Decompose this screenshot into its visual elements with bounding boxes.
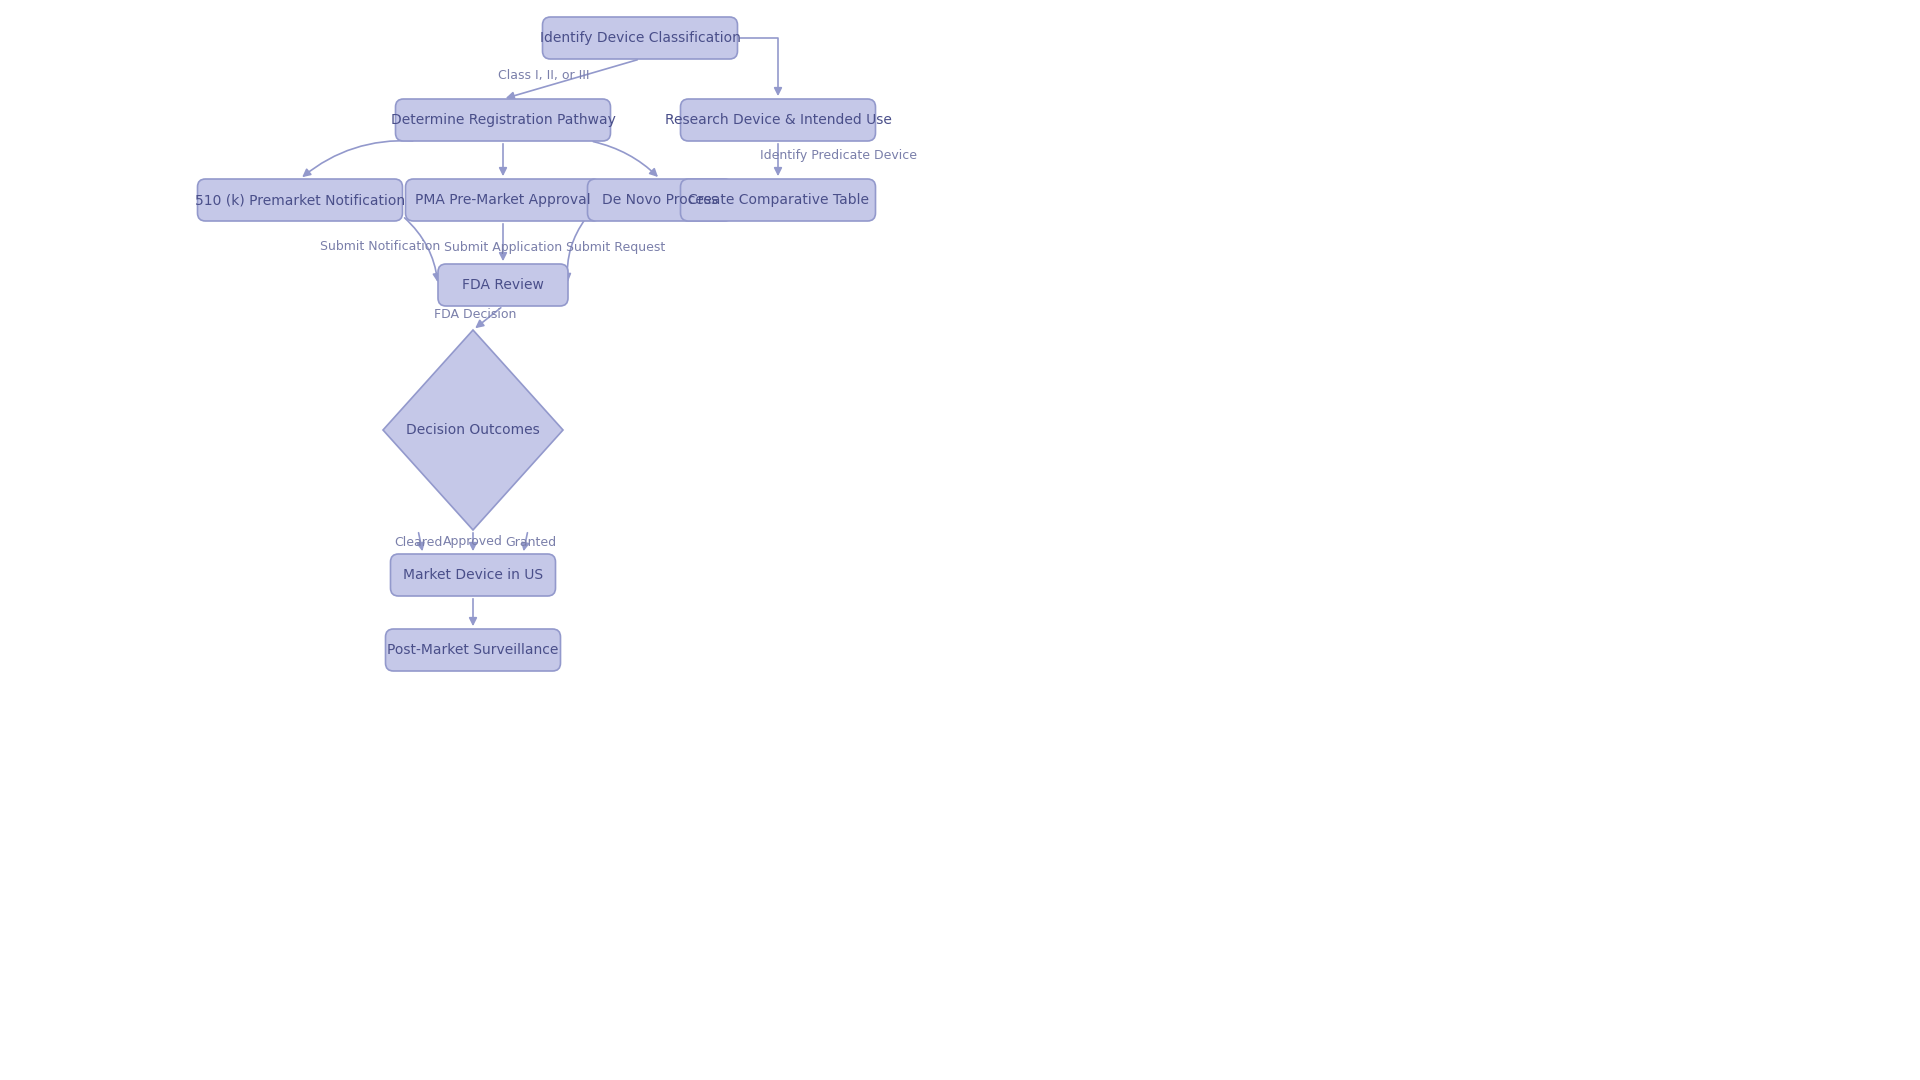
Text: Submit Request: Submit Request	[566, 241, 666, 254]
Text: Market Device in US: Market Device in US	[403, 568, 543, 582]
FancyBboxPatch shape	[198, 179, 403, 221]
FancyBboxPatch shape	[390, 554, 555, 596]
Text: PMA Pre-Market Approval: PMA Pre-Market Approval	[415, 193, 591, 207]
FancyBboxPatch shape	[680, 179, 876, 221]
FancyBboxPatch shape	[543, 17, 737, 59]
FancyBboxPatch shape	[680, 99, 876, 141]
Text: Approved: Approved	[444, 536, 503, 549]
Text: Cleared: Cleared	[394, 536, 442, 549]
Text: Create Comparative Table: Create Comparative Table	[687, 193, 868, 207]
FancyBboxPatch shape	[588, 179, 733, 221]
Text: Identify Predicate Device: Identify Predicate Device	[760, 148, 916, 162]
Text: Determine Registration Pathway: Determine Registration Pathway	[390, 113, 616, 127]
FancyBboxPatch shape	[438, 264, 568, 306]
FancyBboxPatch shape	[396, 99, 611, 141]
FancyBboxPatch shape	[386, 629, 561, 671]
Text: Identify Device Classification: Identify Device Classification	[540, 31, 741, 45]
Text: Decision Outcomes: Decision Outcomes	[407, 423, 540, 437]
Text: FDA Review: FDA Review	[463, 278, 543, 292]
Text: Class I, II, or III: Class I, II, or III	[497, 68, 589, 81]
Text: Submit Notification: Submit Notification	[321, 241, 440, 254]
Polygon shape	[382, 330, 563, 530]
Text: FDA Decision: FDA Decision	[434, 308, 516, 321]
Text: De Novo Process: De Novo Process	[603, 193, 718, 207]
FancyBboxPatch shape	[405, 179, 601, 221]
Text: Post-Market Surveillance: Post-Market Surveillance	[388, 643, 559, 657]
Text: Granted: Granted	[505, 536, 557, 549]
Text: 510 (k) Premarket Notification: 510 (k) Premarket Notification	[196, 193, 405, 207]
Text: Submit Application: Submit Application	[444, 241, 563, 254]
Text: Research Device & Intended Use: Research Device & Intended Use	[664, 113, 891, 127]
